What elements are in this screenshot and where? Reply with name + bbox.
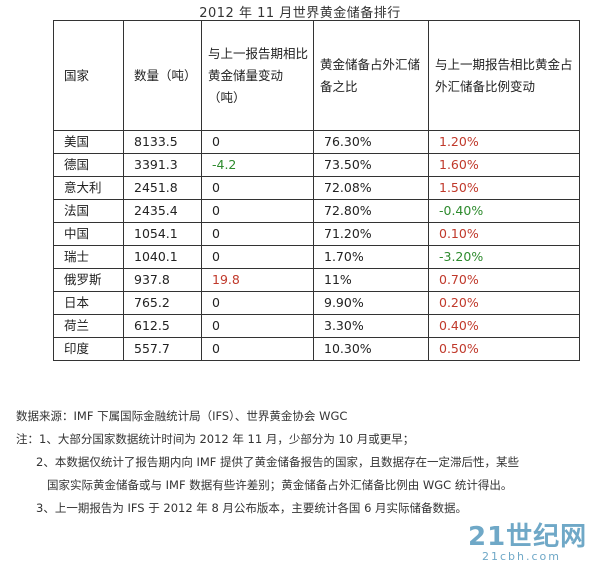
cell-quantity-change: 0	[201, 130, 314, 154]
cell-quantity: 2435.4	[123, 199, 202, 223]
site-watermark-logo: 21世纪网 21cbh.com	[468, 516, 590, 568]
cell-ratio-change: 0.40%	[428, 314, 580, 338]
cell-country: 日本	[53, 291, 124, 315]
cell-quantity-change: 0	[201, 337, 314, 361]
note-1: 注：1、大部分国家数据统计时间为 2012 年 11 月，少部分为 10 月或更…	[16, 432, 415, 446]
table-row: 俄罗斯 937.8 19.8 11% 0.70%	[53, 268, 580, 292]
cell-reserve-ratio: 10.30%	[313, 337, 429, 361]
cell-quantity-change: 0	[201, 199, 314, 223]
cell-quantity-change: -4.2	[201, 153, 314, 177]
note-2-line-2: 国家实际黄金储备或与 IMF 数据有些许差别；黄金储备占外汇储备比例由 WGC …	[47, 478, 513, 492]
note-3: 3、上一期报告为 IFS 于 2012 年 8 月公布版本，主要统计各国 6 月…	[36, 501, 468, 515]
cell-quantity: 8133.5	[123, 130, 202, 154]
cell-ratio-change: 0.50%	[428, 337, 580, 361]
cell-quantity-change: 0	[201, 245, 314, 269]
cell-reserve-ratio: 3.30%	[313, 314, 429, 338]
cell-quantity-change: 0	[201, 222, 314, 246]
cell-ratio-change: 1.20%	[428, 130, 580, 154]
cell-country: 荷兰	[53, 314, 124, 338]
cell-country: 俄罗斯	[53, 268, 124, 292]
table-row: 意大利 2451.8 0 72.08% 1.50%	[53, 176, 580, 200]
cell-reserve-ratio: 72.08%	[313, 176, 429, 200]
table-row: 荷兰 612.5 0 3.30% 0.40%	[53, 314, 580, 338]
notes-section: 数据来源：IMF 下属国际金融统计局（IFS）、世界黄金协会 WGC 注：1、大…	[16, 405, 596, 520]
cell-ratio-change: 0.20%	[428, 291, 580, 315]
cell-quantity: 3391.3	[123, 153, 202, 177]
cell-country: 中国	[53, 222, 124, 246]
cell-country: 德国	[53, 153, 124, 177]
header-ratio-change: 与上一期报告相比黄金占外汇储备比例变动	[428, 20, 580, 131]
table-row: 日本 765.2 0 9.90% 0.20%	[53, 291, 580, 315]
table-row: 印度 557.7 0 10.30% 0.50%	[53, 337, 580, 361]
cell-ratio-change: 1.50%	[428, 176, 580, 200]
cell-quantity: 937.8	[123, 268, 202, 292]
cell-reserve-ratio: 73.50%	[313, 153, 429, 177]
cell-reserve-ratio: 71.20%	[313, 222, 429, 246]
cell-ratio-change: 0.10%	[428, 222, 580, 246]
watermark-sub: 21cbh.com	[482, 550, 561, 563]
table-title: 2012 年 11 月世界黄金储备排行	[199, 6, 401, 21]
cell-reserve-ratio: 9.90%	[313, 291, 429, 315]
cell-country: 瑞士	[53, 245, 124, 269]
cell-ratio-change: 1.60%	[428, 153, 580, 177]
cell-quantity: 612.5	[123, 314, 202, 338]
cell-quantity: 1040.1	[123, 245, 202, 269]
cell-quantity-change: 0	[201, 291, 314, 315]
cell-country: 法国	[53, 199, 124, 223]
table-row: 法国 2435.4 0 72.80% -0.40%	[53, 199, 580, 223]
table-header-row: 国家 数量（吨） 与上一报告期相比黄金储量变动（吨） 黄金储备占外汇储备之比 与…	[53, 20, 580, 131]
cell-country: 印度	[53, 337, 124, 361]
watermark-main: 21世纪网	[468, 522, 588, 552]
cell-quantity: 765.2	[123, 291, 202, 315]
cell-quantity-change: 0	[201, 314, 314, 338]
cell-reserve-ratio: 1.70%	[313, 245, 429, 269]
table-row: 美国 8133.5 0 76.30% 1.20%	[53, 130, 580, 154]
header-quantity-change: 与上一报告期相比黄金储量变动（吨）	[201, 20, 314, 131]
note-2-line-1: 2、本数据仅统计了报告期内向 IMF 提供了黄金储备报告的国家，且数据存在一定滞…	[36, 455, 520, 469]
cell-quantity: 1054.1	[123, 222, 202, 246]
cell-quantity-change: 19.8	[201, 268, 314, 292]
cell-ratio-change: -3.20%	[428, 245, 580, 269]
cell-country: 意大利	[53, 176, 124, 200]
header-quantity: 数量（吨）	[123, 20, 202, 131]
cell-quantity: 557.7	[123, 337, 202, 361]
table-row: 德国 3391.3 -4.2 73.50% 1.60%	[53, 153, 580, 177]
cell-reserve-ratio: 11%	[313, 268, 429, 292]
header-country: 国家	[53, 20, 124, 131]
cell-quantity-change: 0	[201, 176, 314, 200]
cell-reserve-ratio: 72.80%	[313, 199, 429, 223]
cell-country: 美国	[53, 130, 124, 154]
cell-ratio-change: -0.40%	[428, 199, 580, 223]
cell-ratio-change: 0.70%	[428, 268, 580, 292]
source-note: 数据来源：IMF 下属国际金融统计局（IFS）、世界黄金协会 WGC	[16, 409, 348, 423]
table-row: 瑞士 1040.1 0 1.70% -3.20%	[53, 245, 580, 269]
cell-quantity: 2451.8	[123, 176, 202, 200]
header-reserve-ratio: 黄金储备占外汇储备之比	[313, 20, 429, 131]
table-row: 中国 1054.1 0 71.20% 0.10%	[53, 222, 580, 246]
cell-reserve-ratio: 76.30%	[313, 130, 429, 154]
gold-reserve-table: 国家 数量（吨） 与上一报告期相比黄金储量变动（吨） 黄金储备占外汇储备之比 与…	[53, 20, 580, 361]
